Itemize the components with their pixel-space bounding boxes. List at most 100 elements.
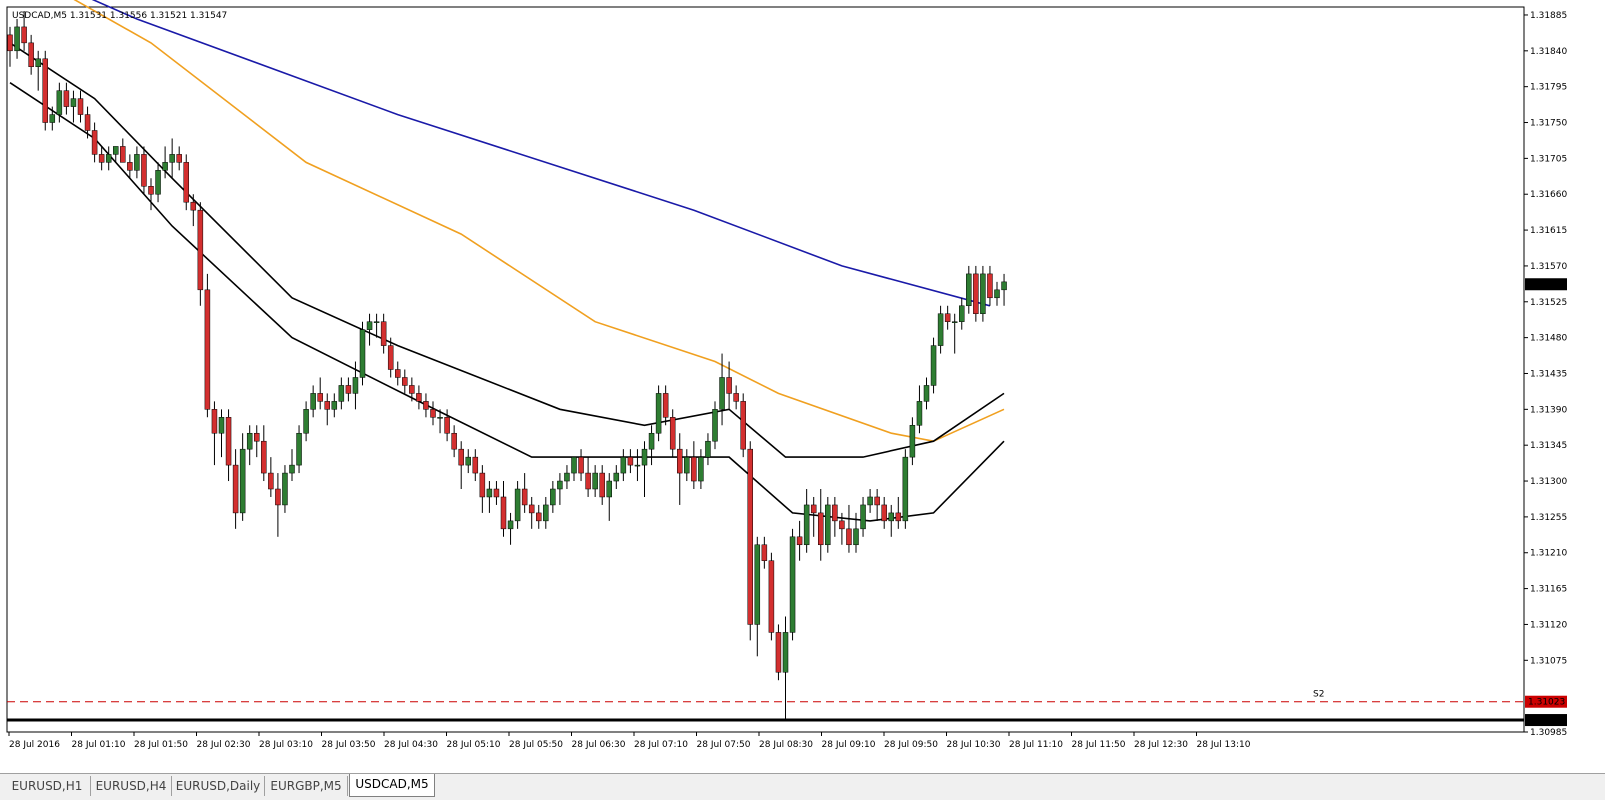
tab-eurusd-h1[interactable]: EURUSD,H1 — [4, 776, 91, 796]
candle — [246, 425, 253, 466]
candle-body-bull — [514, 488, 521, 522]
candle — [155, 162, 161, 203]
candle-body-bear — [691, 456, 697, 482]
candle-body-bull — [134, 154, 140, 171]
candle — [761, 536, 768, 569]
candle — [832, 496, 838, 537]
candle — [881, 496, 887, 529]
candle — [91, 122, 98, 163]
candle — [317, 377, 323, 410]
candle-body-bull — [35, 58, 41, 68]
candle — [120, 138, 126, 163]
candle — [49, 106, 56, 131]
time-tick-label: 28 Jul 10:30 — [947, 740, 1001, 750]
tab-usdcad-m5[interactable]: USDCAD,M5 — [349, 774, 435, 797]
candle-body-bear — [768, 560, 775, 633]
candle — [169, 138, 175, 179]
candle-body-bear — [402, 377, 408, 386]
candle — [113, 146, 119, 163]
candle-body-bull — [437, 417, 443, 419]
candle-body-bear — [261, 440, 267, 474]
candle-body-bull — [930, 345, 937, 386]
candle — [909, 417, 916, 466]
candle — [543, 496, 549, 529]
candle — [28, 34, 34, 75]
candle-body-bear — [409, 385, 415, 394]
candle-body-bull — [606, 480, 612, 498]
candle — [380, 313, 387, 354]
candle-body-bear — [395, 369, 401, 378]
candle — [782, 616, 789, 721]
candle — [599, 465, 605, 505]
candle-body-bear — [578, 456, 584, 474]
candle-body-bear — [317, 393, 323, 402]
price-tick-label: 1.31570 — [1530, 262, 1567, 272]
candle — [437, 409, 443, 434]
candle — [705, 433, 711, 466]
candle-body-bear — [479, 472, 486, 498]
candle-body-bull — [705, 440, 711, 458]
candle — [867, 489, 873, 513]
candle-body-bear — [944, 313, 951, 322]
support-price-tag: 1.31000 — [1528, 716, 1565, 726]
candle — [641, 441, 648, 497]
price-tick-label: 1.31525 — [1530, 298, 1567, 308]
candle — [105, 146, 112, 171]
candle-body-bear — [881, 504, 887, 522]
candle — [825, 496, 831, 553]
time-tick-label: 28 Jul 2016 — [9, 740, 60, 750]
candle-body-bull — [359, 329, 366, 378]
candle-body-bear — [42, 58, 48, 123]
candle — [853, 512, 859, 553]
candle — [296, 425, 302, 474]
candle — [84, 106, 91, 139]
candle-body-bear — [528, 504, 535, 514]
candle-body-bear — [98, 154, 105, 163]
moving-average-black-3 — [9, 82, 1005, 522]
candle-body-bull — [155, 170, 161, 195]
candle — [63, 82, 70, 115]
tab-eurgbp-m5[interactable]: EURGBP,M5 — [265, 776, 348, 796]
candle-body-bull — [592, 472, 598, 490]
candle-body-bull — [564, 472, 570, 482]
candle-body-bull — [162, 162, 168, 171]
tab-eurusd-daily[interactable]: EURUSD,Daily — [172, 776, 265, 796]
candle — [1001, 273, 1007, 306]
candle-body-bear — [796, 536, 803, 546]
time-tick-label: 28 Jul 01:10 — [72, 740, 126, 750]
plot-area-frame — [6, 6, 1525, 733]
candle — [980, 265, 986, 322]
candle-body-bear — [197, 209, 204, 291]
candle-body-bear — [810, 504, 817, 514]
candle-body-bull — [366, 321, 373, 330]
price-tick-label: 1.31390 — [1530, 405, 1567, 415]
price-tick-label: 1.31075 — [1530, 656, 1567, 666]
candle — [959, 297, 965, 330]
candle — [190, 194, 197, 227]
candle-body-bull — [719, 377, 725, 410]
candle-body-bear — [387, 345, 394, 370]
candle-body-bear — [141, 154, 147, 187]
price-tick-label: 1.31210 — [1530, 549, 1567, 559]
price-chart[interactable]: 1.31885 1.31840 1.31795 1.31750 1.31705 1.316… — [0, 0, 1605, 773]
candle — [451, 425, 457, 458]
price-tick-label: 1.31660 — [1530, 190, 1567, 200]
candle-body-bear — [585, 472, 591, 490]
support-price-tag-bg — [1525, 714, 1567, 727]
candle-body-bear — [458, 448, 464, 466]
time-tick-label: 28 Jul 07:50 — [697, 740, 751, 750]
time-tick-label: 28 Jul 07:10 — [634, 740, 688, 750]
candle — [211, 401, 218, 466]
price-tick-label: 1.31705 — [1530, 154, 1567, 164]
candle-body-bull — [888, 512, 894, 522]
candle — [500, 481, 507, 537]
candle — [937, 305, 944, 354]
candle — [70, 90, 77, 123]
candle-body-bull — [571, 456, 577, 474]
candle — [261, 425, 267, 482]
candle — [874, 489, 880, 521]
candle-body-bull — [296, 432, 302, 466]
tab-eurusd-h4[interactable]: EURUSD,H4 — [91, 776, 172, 796]
candle — [218, 409, 225, 458]
